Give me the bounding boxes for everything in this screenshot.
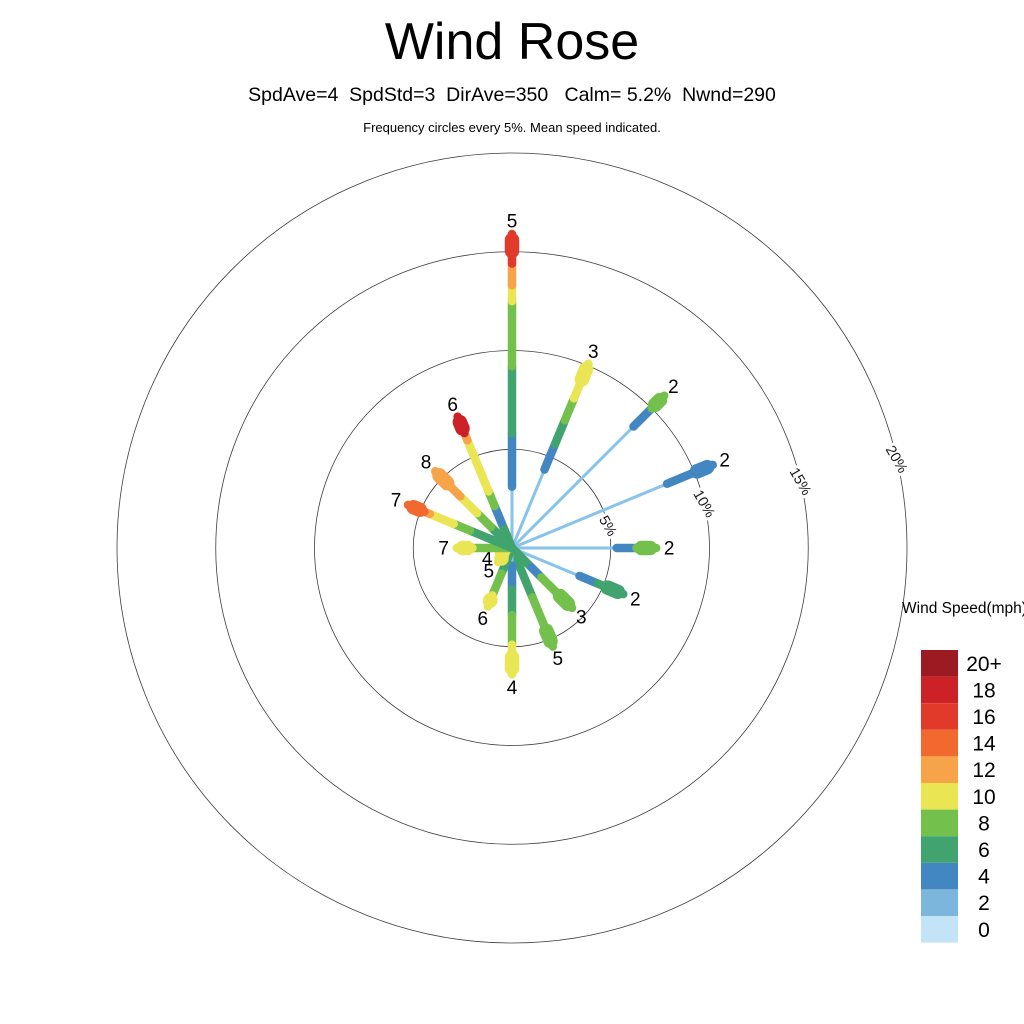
ray-ESE-mean-speed-label: 2 xyxy=(630,590,641,611)
ray-NNE-tip-blob xyxy=(574,362,594,387)
ray-NNW-segment-s10 xyxy=(463,436,493,496)
ray-SE: 3 xyxy=(507,543,587,629)
legend-label-4: 4 xyxy=(978,866,990,889)
ray-NNE-segment-base xyxy=(510,468,546,549)
legend-swatch-20+ xyxy=(921,650,958,677)
legend-label-18: 18 xyxy=(972,679,995,702)
legend-swatch-4 xyxy=(921,862,958,890)
ray-ESE: 2 xyxy=(511,546,641,611)
legend-swatch-14 xyxy=(921,729,958,757)
ray-NNE-segment-s6 xyxy=(550,416,570,449)
ray-NNW-segment-s6 xyxy=(497,518,517,553)
legend-label-6: 6 xyxy=(978,839,990,862)
legend-swatch-6 xyxy=(921,836,958,863)
legend-swatch-2 xyxy=(921,889,958,916)
ray-SSE-tip-blob xyxy=(539,623,558,649)
ring-label-5: 5% xyxy=(595,513,619,539)
ray-NE-segment-s4 xyxy=(629,404,656,431)
ray-NE-tip-blob xyxy=(647,392,668,413)
ray-ENE-mean-speed-label: 2 xyxy=(719,450,730,471)
ray-SE-mean-speed-label: 3 xyxy=(576,608,587,629)
ray-SW-mean-speed-label: 5 xyxy=(484,562,495,583)
ring-label-10: 10% xyxy=(689,488,717,521)
legend-label-16: 16 xyxy=(972,706,995,729)
ray-E-mean-speed-label: 2 xyxy=(664,539,675,560)
ray-ESE-tip-blob xyxy=(600,580,626,600)
ray-S: 4 xyxy=(504,548,520,699)
legend-label-8: 8 xyxy=(978,812,990,835)
legend-swatch-16 xyxy=(921,703,958,730)
legend-label-12: 12 xyxy=(972,759,995,782)
page-title: Wind Rose xyxy=(384,13,640,71)
legend-swatch-12 xyxy=(921,756,958,783)
frequency-ring-20 xyxy=(116,152,908,944)
ray-SSE: 5 xyxy=(507,543,563,670)
ray-NW-mean-speed-label: 8 xyxy=(421,452,432,473)
ray-NNW-mean-speed-label: 6 xyxy=(447,395,458,416)
legend-swatch-10 xyxy=(921,783,958,810)
legend-swatch-0 xyxy=(921,916,958,943)
ray-WSW-mean-speed-label: 4 xyxy=(482,549,493,570)
ray-NW: 8 xyxy=(421,452,517,553)
legend-label-10: 10 xyxy=(972,786,995,809)
ray-NNW-tip-blob xyxy=(452,414,470,436)
ray-E: 2 xyxy=(512,539,674,560)
legend-label-20+: 20+ xyxy=(966,653,1002,676)
legend-title: Wind Speed(mph) xyxy=(902,600,1024,617)
ray-NE: 2 xyxy=(510,377,679,550)
ray-NNE: 3 xyxy=(510,342,599,549)
ray-NNW: 6 xyxy=(447,395,517,553)
ray-NE-mean-speed-label: 2 xyxy=(668,377,679,398)
ray-N-mean-speed-label: 5 xyxy=(507,211,518,232)
ray-WNW-tip-blob xyxy=(406,499,428,518)
ray-N: 5 xyxy=(504,211,520,548)
wind-speed-legend: Wind Speed(mph) 20+ 18 16 14 12 10 8 6 4 2 0 xyxy=(902,600,1024,943)
stats-subtitle: SpdAve=4 SpdStd=3 DirAve=350 Calm= 5.2% … xyxy=(248,84,776,106)
ray-S-mean-speed-label: 4 xyxy=(507,678,518,699)
ray-NNE-segment-s4 xyxy=(540,439,560,474)
ray-ENE-segment-base xyxy=(511,482,668,550)
ray-ENE: 2 xyxy=(511,450,730,550)
ray-SSW-mean-speed-label: 6 xyxy=(478,609,489,630)
ring-label-15: 15% xyxy=(786,465,814,498)
ray-WNW-mean-speed-label: 7 xyxy=(391,490,402,511)
ray-W-mean-speed-label: 7 xyxy=(438,539,449,560)
legend-label-0: 0 xyxy=(978,919,990,942)
ray-ESE-segment-base xyxy=(511,546,581,578)
ray-SE-tip-blob xyxy=(552,588,576,612)
ray-NW-tip-blob xyxy=(432,468,455,491)
legend-label-14: 14 xyxy=(972,733,996,756)
ray-SSE-segment-s6 xyxy=(507,543,537,602)
ray-SSE-mean-speed-label: 5 xyxy=(552,649,563,670)
legend-swatch-18 xyxy=(921,676,958,704)
legend-label-2: 2 xyxy=(978,892,990,915)
ray-NE-segment-base xyxy=(510,425,635,550)
ray-NNE-mean-speed-label: 3 xyxy=(588,342,599,363)
ray-WNW-segment-s10 xyxy=(425,509,458,529)
ring-labels: 5% 10% 15% 20% xyxy=(592,440,913,542)
ring-label-20: 20% xyxy=(882,443,910,476)
ray-ENE-tip-blob xyxy=(689,459,715,479)
frequency-note: Frequency circles every 5%. Mean speed i… xyxy=(363,120,661,135)
legend-swatch-8 xyxy=(921,809,958,837)
